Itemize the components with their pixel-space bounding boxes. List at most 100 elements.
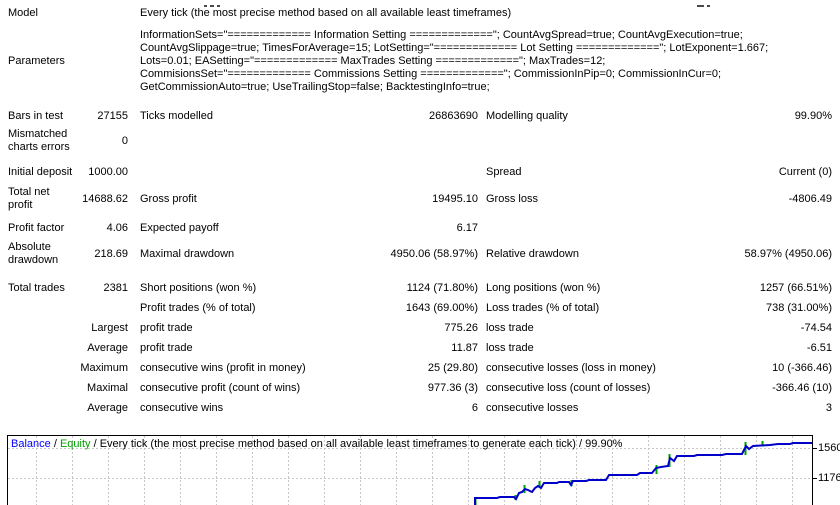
stat-value: 6.17 <box>350 222 478 234</box>
stat-label: Relative drawdown <box>486 248 682 261</box>
stat-label: Absolute drawdown <box>0 241 76 267</box>
stat-label: Maximal <box>76 382 128 395</box>
stat-label: loss trade <box>486 342 682 355</box>
stat-value: -6.51 <box>682 342 840 354</box>
stat-label: profit trade <box>140 322 350 335</box>
stat-value: 1124 (71.80%) <box>350 282 478 294</box>
stat-value: 2381 <box>76 282 128 295</box>
clipped-row-fragment <box>210 5 214 7</box>
stat-value: 3 <box>682 402 840 414</box>
legend-equity: Equity <box>60 438 91 450</box>
report-row-maximal-consecutive: Maximal consecutive profit (count of win… <box>0 380 840 396</box>
stat-label: consecutive wins <box>140 402 350 415</box>
stat-value: -74.54 <box>682 322 840 334</box>
stat-label: loss trade <box>486 322 682 335</box>
stat-value: 977.36 (3) <box>350 382 478 394</box>
chart-quality: 99.90% <box>585 438 622 450</box>
report-row-average-trade: Average profit trade 11.87 loss trade -6… <box>0 340 840 356</box>
stat-label: Gross loss <box>486 193 682 206</box>
stat-label: Total trades <box>0 282 76 295</box>
stat-value: 26863690 <box>350 110 478 122</box>
stat-value: 775.26 <box>350 322 478 334</box>
stat-label: Average <box>76 402 128 415</box>
chart-header: Balance / Equity / Every tick (the most … <box>11 438 622 450</box>
report-row-drawdown: Absolute drawdown 218.69 Maximal drawdow… <box>0 241 840 267</box>
stat-label: Maximum <box>76 362 128 375</box>
stat-label: Mismatched charts errors <box>0 128 76 154</box>
stat-value: Current (0) <box>682 166 840 178</box>
stat-label: consecutive losses (loss in money) <box>486 362 682 375</box>
legend-balance: Balance <box>11 438 51 450</box>
stat-value: -366.46 (10) <box>682 382 840 394</box>
stat-label: consecutive loss (count of losses) <box>486 382 682 395</box>
y-axis-label: 11767 <box>818 472 840 484</box>
parameters-line: CountAvgSlippage=true; TimesForAverage=1… <box>140 42 832 55</box>
parameters-line: InformationSets="============= Informati… <box>140 29 832 42</box>
report-row-initial-deposit: Initial deposit 1000.00 Spread Current (… <box>0 164 840 180</box>
stat-value: 1643 (69.00%) <box>350 302 478 314</box>
stat-label: Profit factor <box>0 222 76 235</box>
report-row-bars-in-test: Bars in test 27155 Ticks modelled 268636… <box>0 108 840 124</box>
model-value: Every tick (the most precise method base… <box>140 7 832 19</box>
stat-value: 10 (-366.46) <box>682 362 840 374</box>
stat-label: Modelling quality <box>486 110 682 123</box>
stat-label: consecutive losses <box>486 402 682 415</box>
stat-label: Largest <box>76 322 128 335</box>
stat-label: Long positions (won %) <box>486 282 682 295</box>
parameters-line: Lots=0.01; EASetting="============= MaxT… <box>140 55 832 68</box>
legend-separator: / <box>91 438 100 450</box>
stat-value: 738 (31.00%) <box>682 302 840 314</box>
report-row-mismatched-charts-errors: Mismatched charts errors 0 <box>0 128 840 154</box>
stat-value: 4950.06 (58.97%) <box>350 248 478 260</box>
stat-label: Ticks modelled <box>140 110 350 123</box>
legend-separator: / <box>576 438 585 450</box>
clipped-row-fragment <box>707 5 710 7</box>
stat-value: 1257 (66.51%) <box>682 282 840 294</box>
clipped-row-fragment <box>204 5 207 7</box>
balance-chart: Balance / Equity / Every tick (the most … <box>0 435 840 505</box>
stat-label: Spread <box>486 166 682 179</box>
report-row-total-net-profit: Total net profit 14688.62 Gross profit 1… <box>0 186 840 212</box>
stat-label: consecutive profit (count of wins) <box>140 382 350 395</box>
parameters-value: InformationSets="============= Informati… <box>140 29 832 94</box>
stat-label: Loss trades (% of total) <box>486 302 682 315</box>
stat-label: Bars in test <box>0 110 76 123</box>
stat-value: 218.69 <box>76 248 128 261</box>
stat-value: -4806.49 <box>682 193 840 205</box>
clipped-row-fragment <box>217 5 220 7</box>
chart-model-text: Every tick (the most precise method base… <box>100 438 576 450</box>
report-row-maximum-consecutive: Maximum consecutive wins (profit in mone… <box>0 360 840 376</box>
legend-separator: / <box>51 438 60 450</box>
report-row-largest-trade: Largest profit trade 775.26 loss trade -… <box>0 320 840 336</box>
stat-label: Average <box>76 342 128 355</box>
stat-label: Initial deposit <box>0 166 76 179</box>
stat-value: 27155 <box>76 110 128 123</box>
report-row-model: Model Every tick (the most precise metho… <box>0 5 840 21</box>
stat-value: 4.06 <box>76 222 128 235</box>
parameters-line: GetCommissionAuto=true; UseTrailingStop=… <box>140 81 832 94</box>
stat-label: consecutive wins (profit in money) <box>140 362 350 375</box>
stat-label: Expected payoff <box>140 222 350 235</box>
stat-label: Short positions (won %) <box>140 282 350 295</box>
stat-label: Maximal drawdown <box>140 248 350 261</box>
stat-label: Parameters <box>0 55 76 68</box>
stat-label: profit trade <box>140 342 350 355</box>
stat-label: Total net profit <box>0 186 76 212</box>
parameters-line: CommisionsSet="============= Commissions… <box>140 68 832 81</box>
clipped-row-fragment <box>697 5 704 7</box>
stat-value: 14688.62 <box>76 193 128 206</box>
stat-value: 0 <box>76 135 128 148</box>
stat-value: 25 (29.80) <box>350 362 478 374</box>
stat-value: 99.90% <box>682 110 840 122</box>
stat-label: Gross profit <box>140 193 350 206</box>
stat-value: 58.97% (4950.06) <box>682 248 840 260</box>
stat-value: 11.87 <box>350 342 478 354</box>
report-row-average-consecutive: Average consecutive wins 6 consecutive l… <box>0 400 840 416</box>
report-row-profit-factor: Profit factor 4.06 Expected payoff 6.17 <box>0 220 840 236</box>
stat-label: Profit trades (% of total) <box>140 302 350 315</box>
stat-value: 19495.10 <box>350 193 478 205</box>
report-row-profit-loss-trades: Profit trades (% of total) 1643 (69.00%)… <box>0 300 840 316</box>
stat-value: 6 <box>350 402 478 414</box>
stat-label: Model <box>0 7 76 20</box>
